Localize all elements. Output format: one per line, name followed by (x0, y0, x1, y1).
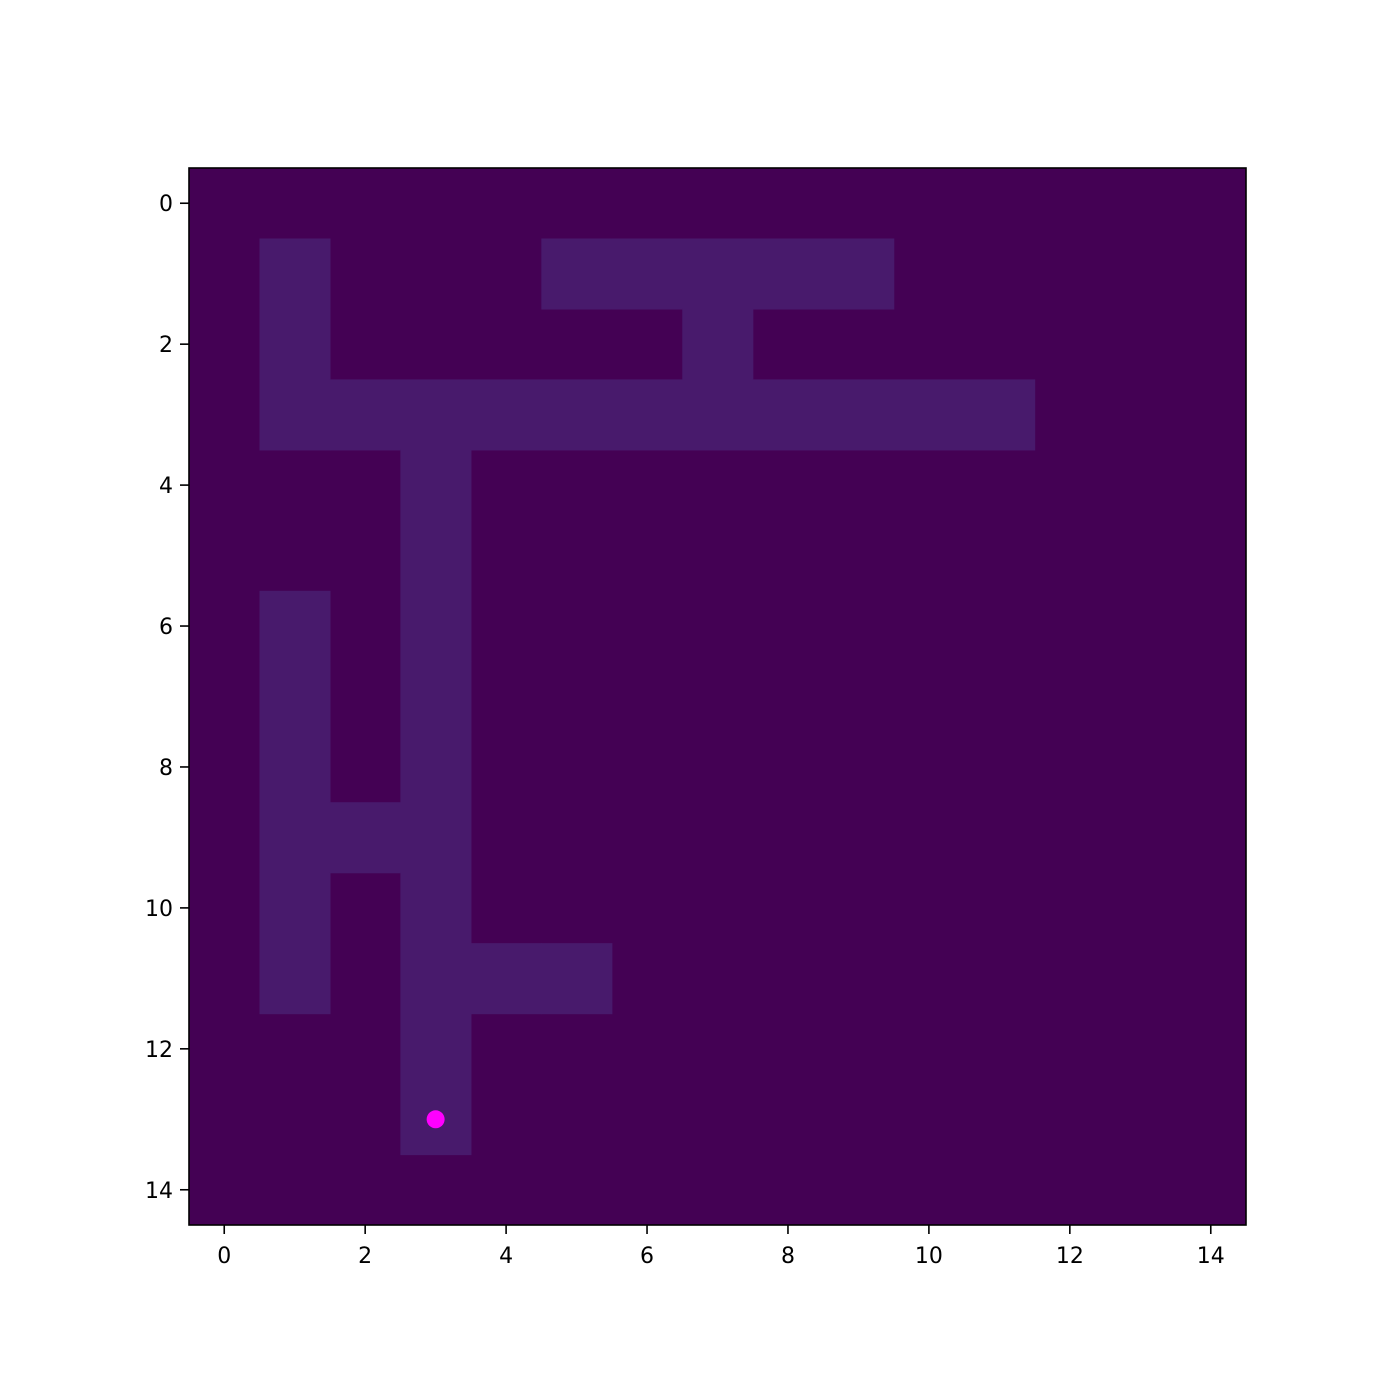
path-cell (823, 379, 895, 451)
path-cell (400, 872, 472, 944)
path-cell (259, 238, 331, 310)
y-tick-label: 10 (145, 897, 173, 922)
x-tick-label: 2 (358, 1244, 372, 1269)
path-cell (752, 379, 824, 451)
path-cell (400, 449, 472, 521)
path-cell (259, 308, 331, 380)
path-cell (752, 238, 824, 310)
y-tick-label: 0 (159, 192, 173, 217)
x-axis: 0 2 4 6 8 10 12 14 (217, 1225, 1225, 1269)
path-cell (682, 238, 754, 310)
y-tick-label: 12 (145, 1038, 173, 1063)
path-cell (329, 379, 401, 451)
path-cell (400, 731, 472, 803)
y-tick-label: 2 (159, 333, 173, 358)
path-cell (964, 379, 1036, 451)
x-tick-label: 12 (1056, 1244, 1084, 1269)
x-tick-label: 6 (640, 1244, 654, 1269)
path-cell (400, 520, 472, 592)
x-tick-label: 0 (217, 1244, 231, 1269)
path-cell (329, 802, 401, 874)
path-cell (541, 238, 613, 310)
path-cell (400, 379, 472, 451)
path-cell (259, 872, 331, 944)
path-cell (541, 379, 613, 451)
path-cell (893, 379, 965, 451)
path-cell (259, 590, 331, 662)
path-cell (823, 238, 895, 310)
path-cell (400, 943, 472, 1015)
path-cells (259, 238, 1036, 1156)
path-cell (400, 590, 472, 662)
path-cell (470, 379, 542, 451)
path-cell (470, 943, 542, 1015)
path-cell (259, 379, 331, 451)
x-tick-label: 4 (499, 1244, 513, 1269)
path-cell (259, 731, 331, 803)
path-cell (400, 802, 472, 874)
path-cell (259, 943, 331, 1015)
path-cell (259, 661, 331, 733)
y-tick-label: 6 (159, 615, 173, 640)
path-cell (682, 308, 754, 380)
path-cell (259, 802, 331, 874)
path-cell (611, 238, 683, 310)
path-cell (400, 1013, 472, 1085)
path-cell (541, 943, 613, 1015)
y-tick-label: 8 (159, 756, 173, 781)
x-tick-label: 14 (1197, 1244, 1225, 1269)
agent-marker (426, 1110, 445, 1129)
path-cell (682, 379, 754, 451)
y-axis: 0 2 4 6 8 10 12 14 (145, 192, 189, 1204)
x-tick-label: 10 (915, 1244, 943, 1269)
axes-frame (188, 167, 1247, 1226)
path-cell (400, 661, 472, 733)
y-tick-label: 14 (145, 1179, 173, 1204)
path-cell (611, 379, 683, 451)
maze-grid (188, 167, 1247, 1226)
x-tick-label: 8 (781, 1244, 795, 1269)
y-tick-label: 4 (159, 474, 173, 499)
